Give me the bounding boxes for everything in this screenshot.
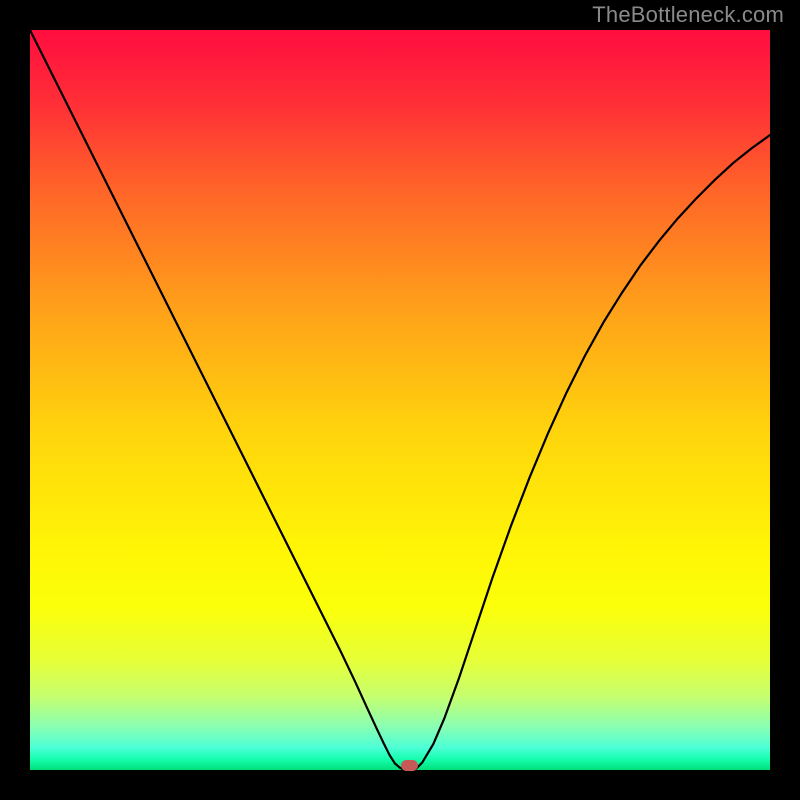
curve-left-branch <box>30 30 405 770</box>
plot-area <box>30 30 770 770</box>
bottleneck-curve <box>30 30 770 770</box>
minimum-marker <box>401 760 419 771</box>
curve-right-branch <box>415 135 770 770</box>
attribution-watermark: TheBottleneck.com <box>592 2 784 28</box>
plot-frame <box>30 30 770 770</box>
